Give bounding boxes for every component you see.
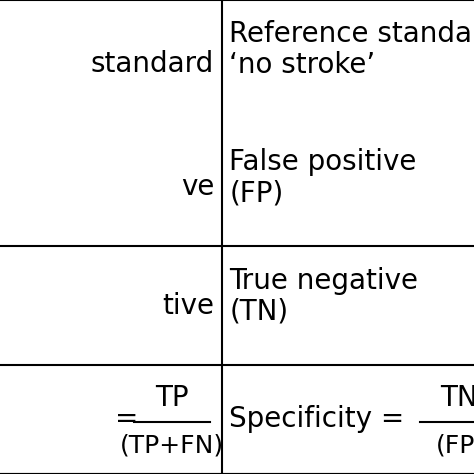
- Text: True negative: True negative: [229, 267, 419, 295]
- Text: ‘no stroke’: ‘no stroke’: [229, 51, 375, 79]
- Text: TP: TP: [155, 384, 189, 412]
- Text: Reference standar: Reference standar: [229, 20, 474, 48]
- Text: False positive: False positive: [229, 148, 417, 176]
- Text: (FP): (FP): [229, 179, 283, 207]
- Text: (TP+FN): (TP+FN): [120, 434, 224, 457]
- Text: (TN): (TN): [229, 298, 289, 326]
- Text: ve: ve: [181, 173, 214, 201]
- Text: =: =: [115, 405, 138, 434]
- Text: tive: tive: [162, 292, 214, 320]
- Text: TN: TN: [440, 384, 474, 412]
- Text: (FP+: (FP+: [436, 434, 474, 457]
- Text: Specificity =: Specificity =: [229, 405, 405, 434]
- Text: standard: standard: [91, 50, 214, 78]
